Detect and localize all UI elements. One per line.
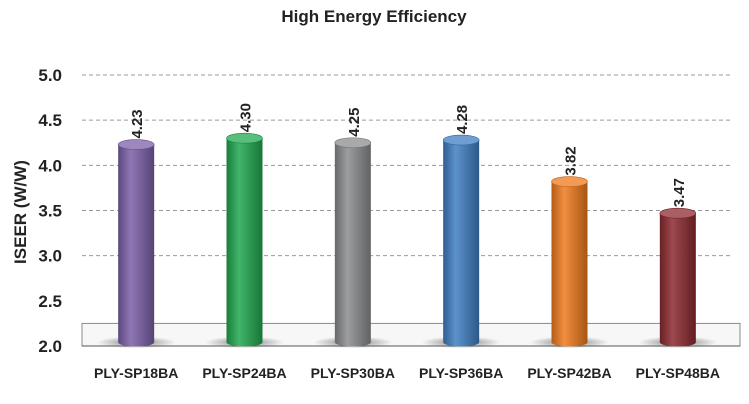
y-tick-label: 4.5 [38, 111, 62, 130]
bar-cap [551, 176, 588, 187]
bar [659, 213, 696, 347]
data-label: 4.23 [129, 109, 146, 138]
bar-cap [442, 134, 480, 146]
x-tick-label: PLY-SP18BA [94, 365, 178, 381]
data-label: 3.47 [671, 178, 688, 207]
bar [118, 144, 155, 347]
bar-cap [659, 207, 697, 219]
y-tick-label: 4.0 [38, 156, 62, 175]
data-label: 3.82 [563, 146, 580, 175]
data-label: 4.28 [454, 105, 471, 134]
x-ticks: PLY-SP18BA PLY-SP24BA PLY-SP30BA PLY-SP36BA… [94, 365, 720, 381]
y-tick-label: 2.0 [38, 337, 62, 356]
bar-cap [117, 139, 155, 150]
x-tick-label: PLY-SP24BA [202, 365, 286, 381]
bar-cap [334, 137, 372, 149]
bars [96, 132, 718, 349]
x-tick-label: PLY-SP30BA [311, 365, 395, 381]
data-label: 4.25 [346, 108, 363, 137]
y-tick-label: 5.0 [38, 66, 62, 85]
x-tick-label: PLY-SP42BA [527, 365, 611, 381]
chart-title: High Energy Efficiency [281, 7, 467, 26]
y-ticks: 2.0 2.5 3.0 3.5 4.0 4.5 5.0 [38, 66, 62, 356]
bar [226, 138, 263, 347]
bar [334, 142, 371, 347]
x-tick-label: PLY-SP36BA [419, 365, 503, 381]
data-label: 4.30 [238, 103, 255, 132]
grid-lines [82, 74, 732, 257]
y-axis-label: ISEER (W/W) [11, 160, 30, 264]
y-tick-label: 3.5 [38, 202, 62, 221]
data-labels: 4.23 4.30 4.25 4.28 3.82 3.47 [129, 103, 688, 207]
y-tick-label: 3.0 [38, 247, 62, 266]
bar [551, 181, 588, 347]
x-tick-label: PLY-SP48BA [636, 365, 720, 381]
y-tick-label: 2.5 [38, 292, 62, 311]
bar-cap [226, 132, 263, 144]
bar [443, 140, 480, 347]
